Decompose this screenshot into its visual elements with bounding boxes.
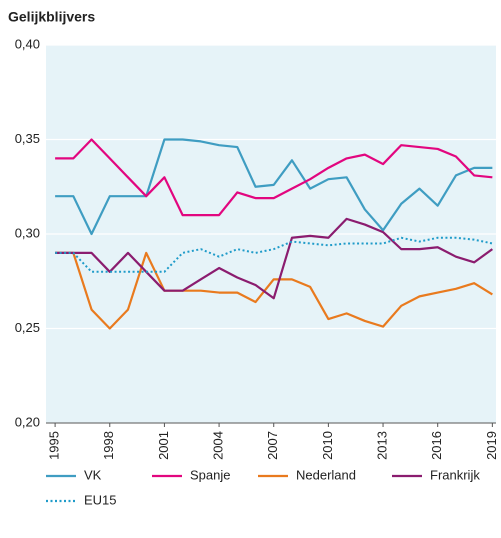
x-tick-label: 1995	[47, 431, 62, 460]
x-tick-label: 2010	[320, 431, 335, 460]
x-tick-label: 2001	[156, 431, 171, 460]
series-line	[55, 251, 493, 330]
legend-label: EU15	[84, 492, 117, 507]
x-tick-label: 2007	[265, 431, 280, 460]
legend-label: Frankrijk	[430, 467, 480, 482]
series-line	[55, 217, 494, 300]
y-tick-label: 0,40	[15, 36, 40, 51]
series-line	[55, 236, 493, 273]
x-tick-label: 1998	[101, 431, 116, 460]
y-tick-label: 0,20	[15, 414, 40, 429]
x-tick-label: 2016	[429, 431, 444, 460]
series-line	[55, 138, 493, 217]
legend-label: Spanje	[190, 467, 230, 482]
x-tick-label: 2004	[211, 431, 226, 460]
y-tick-label: 0,30	[15, 225, 40, 240]
x-tick-label: 2013	[374, 431, 389, 460]
legend-label: VK	[84, 467, 102, 482]
y-tick-label: 0,35	[15, 131, 40, 146]
x-tick-label: 2019	[484, 431, 499, 460]
legend-label: Nederland	[296, 467, 356, 482]
y-tick-label: 0,25	[15, 320, 40, 335]
series-line	[55, 138, 493, 236]
chart-title: Gelijkblijvers	[8, 9, 95, 25]
